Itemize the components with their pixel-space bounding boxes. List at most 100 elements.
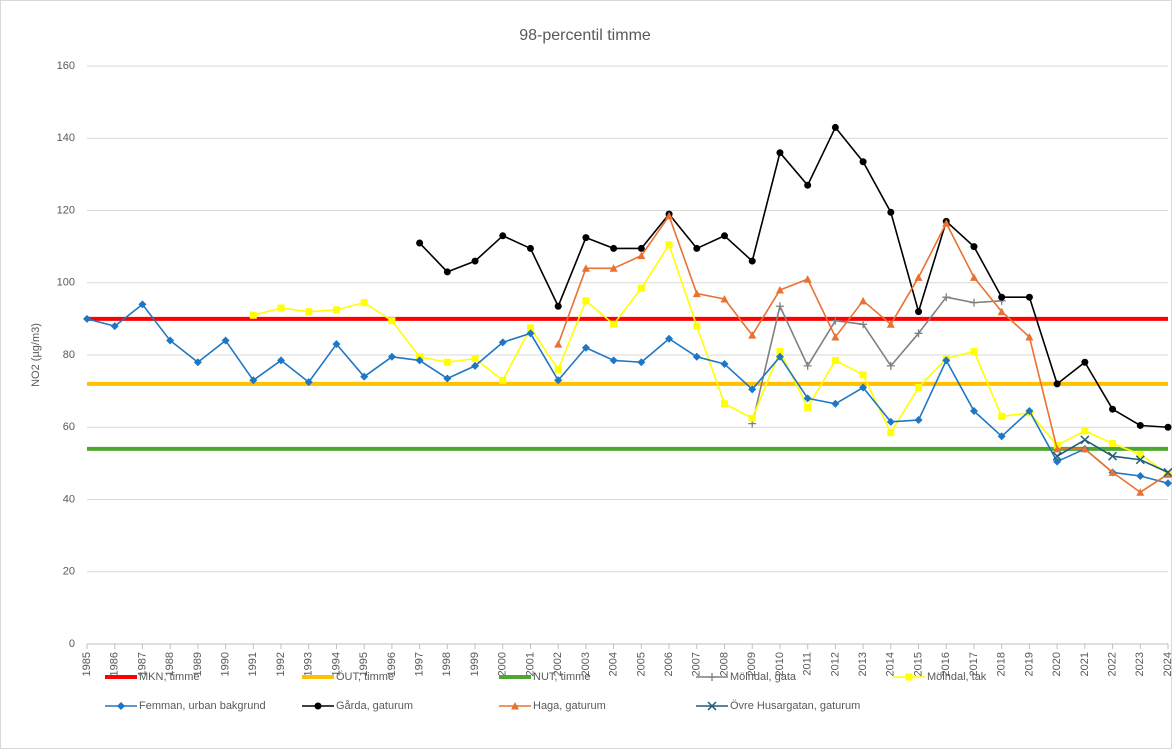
marker [707, 701, 717, 711]
marker [1052, 451, 1062, 461]
x-tick-label: 2013 [857, 652, 869, 676]
marker [905, 673, 913, 681]
marker [360, 299, 368, 307]
marker [721, 400, 729, 408]
marker [859, 296, 868, 305]
marker [914, 329, 923, 338]
marker [582, 234, 590, 242]
marker [498, 338, 507, 347]
marker [1108, 451, 1118, 461]
legend-label: Övre Husargatan, gaturum [730, 700, 860, 712]
marker [720, 295, 729, 303]
x-tick-label: 1990 [219, 652, 231, 676]
x-tick-label: 2007 [691, 652, 703, 676]
marker [748, 257, 756, 265]
marker [942, 219, 951, 227]
marker [831, 399, 840, 408]
marker [416, 239, 424, 247]
marker [970, 243, 978, 251]
x-tick-label: 2010 [774, 652, 786, 676]
marker [665, 334, 674, 343]
y-tick-label: 80 [63, 349, 75, 361]
x-tick-label: 1995 [358, 652, 370, 676]
legend-label: Mölndal, tak [927, 671, 987, 683]
x-tick-label: 1988 [164, 652, 176, 676]
marker [803, 361, 812, 370]
marker [693, 244, 701, 252]
marker [1109, 440, 1117, 448]
x-tick-label: 2011 [802, 652, 814, 676]
marker [748, 331, 757, 339]
marker [970, 347, 978, 355]
marker [1025, 293, 1033, 301]
marker [1025, 406, 1034, 415]
marker [388, 317, 396, 325]
marker [1164, 423, 1172, 431]
x-tick-label: 1998 [441, 652, 453, 676]
marker [1053, 444, 1062, 453]
marker [1135, 455, 1145, 465]
marker [748, 414, 756, 422]
marker [721, 232, 729, 240]
marker [609, 264, 618, 272]
marker [249, 376, 258, 385]
marker [1053, 457, 1062, 466]
x-tick-label: 2024 [1162, 652, 1172, 676]
marker [138, 300, 147, 309]
x-tick-label: 2008 [718, 652, 730, 676]
marker [708, 673, 716, 681]
marker [581, 343, 590, 352]
x-tick-label: 1993 [303, 652, 315, 676]
marker [915, 384, 923, 392]
y-tick-label: 60 [63, 421, 75, 433]
x-tick-label: 1989 [192, 652, 204, 676]
marker [110, 322, 119, 331]
marker [693, 322, 701, 330]
x-tick-label: 2001 [524, 652, 536, 676]
marker [942, 356, 951, 365]
marker [692, 352, 701, 361]
y-tick-label: 120 [57, 204, 75, 216]
marker [748, 385, 757, 394]
x-tick-label: 2017 [968, 652, 980, 676]
marker [1081, 358, 1089, 366]
x-tick-label: 2000 [497, 652, 509, 676]
marker [720, 360, 729, 369]
marker [314, 702, 322, 710]
marker [332, 306, 340, 314]
y-tick-label: 40 [63, 493, 75, 505]
x-tick-label: 1987 [136, 652, 148, 676]
marker [914, 273, 923, 281]
y-axis-label: NO2 (µg/m3) [30, 323, 42, 387]
marker [998, 412, 1006, 420]
marker [332, 340, 341, 349]
marker [997, 432, 1006, 441]
x-tick-label: 2018 [996, 652, 1008, 676]
marker [1025, 332, 1034, 341]
marker [831, 332, 840, 341]
marker [1136, 421, 1144, 429]
x-tick-label: 2015 [912, 652, 924, 676]
x-tick-label: 2022 [1106, 652, 1118, 676]
marker [166, 336, 175, 345]
x-tick-label: 1992 [275, 652, 287, 676]
x-tick-label: 1986 [109, 652, 121, 676]
marker [609, 356, 618, 365]
marker [665, 241, 673, 249]
marker [1108, 468, 1117, 476]
legend-label: NUT, timme [533, 671, 590, 683]
marker [887, 429, 895, 437]
marker [1164, 479, 1172, 488]
marker [1081, 427, 1089, 435]
x-tick-label: 2020 [1051, 652, 1063, 676]
marker [511, 702, 519, 710]
marker [803, 394, 812, 403]
marker [969, 273, 978, 281]
marker [887, 208, 895, 216]
x-tick-label: 2019 [1023, 652, 1035, 676]
marker [859, 371, 867, 379]
marker [305, 308, 313, 316]
marker [526, 324, 534, 332]
x-tick-label: 2016 [940, 652, 952, 676]
